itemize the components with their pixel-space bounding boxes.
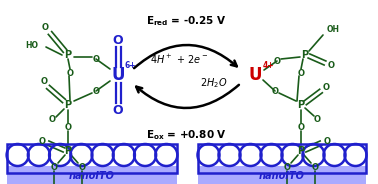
- Text: O: O: [297, 123, 305, 132]
- Text: P: P: [64, 146, 71, 156]
- Text: $\mathbf{E_{red}}$ = -0.25 V: $\mathbf{E_{red}}$ = -0.25 V: [146, 14, 226, 28]
- Text: O: O: [324, 137, 330, 146]
- Text: O: O: [311, 162, 319, 171]
- Text: 6+: 6+: [124, 61, 136, 70]
- Text: O: O: [79, 162, 85, 171]
- Text: O: O: [113, 103, 123, 116]
- Text: 4+: 4+: [262, 61, 274, 70]
- Text: O: O: [297, 68, 305, 77]
- Text: $\mathbf{E_{ox}}$ = +0.80 V: $\mathbf{E_{ox}}$ = +0.80 V: [146, 128, 227, 142]
- Text: O: O: [39, 137, 45, 146]
- Text: O: O: [322, 82, 330, 91]
- Text: P: P: [301, 50, 308, 60]
- Text: nanoITO: nanoITO: [69, 171, 115, 181]
- Text: OH: OH: [327, 24, 340, 33]
- Text: O: O: [51, 162, 57, 171]
- Text: O: O: [93, 86, 99, 95]
- Bar: [198, 144, 366, 173]
- Text: P: P: [297, 100, 305, 110]
- Text: P: P: [64, 50, 71, 60]
- Text: nanoITO: nanoITO: [259, 171, 305, 181]
- Text: $2H_2O$: $2H_2O$: [200, 76, 228, 90]
- Bar: [7, 144, 177, 173]
- Text: U: U: [248, 66, 262, 84]
- Text: O: O: [40, 77, 48, 86]
- Text: O: O: [113, 33, 123, 47]
- Text: O: O: [271, 86, 279, 95]
- Text: O: O: [65, 123, 71, 132]
- Text: O: O: [42, 22, 48, 31]
- Text: HO: HO: [25, 40, 38, 49]
- Text: P: P: [64, 100, 71, 110]
- Text: O: O: [93, 54, 99, 63]
- Text: O: O: [313, 114, 321, 123]
- Text: P: P: [297, 146, 305, 156]
- Bar: [198, 166, 366, 184]
- Text: O: O: [67, 68, 73, 77]
- Text: O: O: [327, 61, 335, 70]
- Text: O: O: [48, 114, 56, 123]
- Text: $4H^+$ + $2e^-$: $4H^+$ + $2e^-$: [150, 52, 208, 66]
- Bar: [7, 166, 177, 184]
- Text: O: O: [274, 56, 280, 66]
- Text: U: U: [111, 66, 125, 84]
- Text: O: O: [284, 162, 291, 171]
